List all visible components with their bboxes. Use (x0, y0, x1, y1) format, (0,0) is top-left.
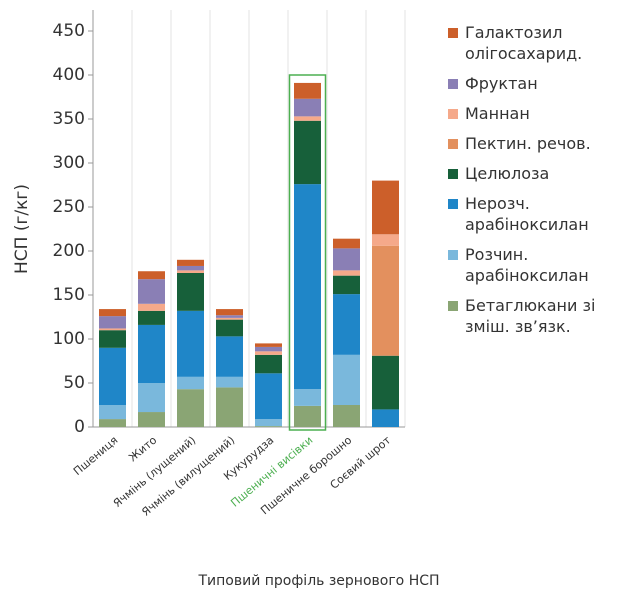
y-tick-label: 150 (53, 285, 85, 305)
bar-segment (177, 270, 204, 273)
bar-segment (255, 346, 282, 352)
x-axis-title: Типовий профіль зернового НСП (197, 573, 439, 589)
y-tick-label: 0 (74, 417, 85, 437)
bar-segment (294, 82, 321, 99)
bar-segment (216, 387, 243, 427)
bar-segment (216, 376, 243, 388)
legend-label: Маннан (465, 104, 530, 123)
bar-segment (333, 248, 360, 271)
bar-segment (294, 98, 321, 117)
bar-segment (138, 324, 165, 383)
bar-segment (177, 310, 204, 377)
bar-segment (333, 405, 360, 427)
bar-segment (177, 259, 204, 266)
bar-segment (294, 184, 321, 390)
bar-segment (138, 310, 165, 325)
y-tick-label: 300 (53, 153, 85, 173)
legend-item: Розчин. арабіноксилан (448, 244, 636, 286)
bar-segment (294, 405, 321, 427)
legend-item: Маннан (448, 103, 636, 124)
legend-label: Целюлоза (465, 164, 550, 183)
y-tick-label: 200 (53, 241, 85, 261)
legend-swatch (448, 28, 458, 38)
y-tick-label: 450 (53, 21, 85, 41)
y-tick-label: 400 (53, 65, 85, 85)
legend-swatch (448, 301, 458, 311)
legend-swatch (448, 79, 458, 89)
bar-segment (99, 419, 126, 427)
legend-item: Пектин. речов. (448, 133, 636, 154)
bar-segment (294, 389, 321, 406)
bar-segment (138, 271, 165, 280)
highlight-box (288, 74, 327, 431)
legend-swatch (448, 250, 458, 260)
x-tick-label: Пшениця (71, 434, 120, 478)
legend-label: Нерозч. арабіноксилан (465, 194, 589, 234)
y-axis-title: НСП (г/кг) (12, 184, 32, 274)
bar-segment (255, 419, 282, 427)
bar-segment (138, 303, 165, 311)
legend-item: Бетаглюкани зі зміш. зв’язк. (448, 295, 636, 337)
bar-segment (372, 409, 399, 427)
bar-segment (333, 294, 360, 355)
bar-segment (216, 317, 243, 320)
bar-segment (138, 279, 165, 304)
bar-segment (333, 238, 360, 249)
bar-segment (99, 316, 126, 329)
legend: Галактозил олігосахарид. Фруктан Маннан Пек… (448, 22, 636, 346)
bar-segment (372, 234, 399, 246)
bar-segment (177, 389, 204, 427)
bar-segment (255, 426, 282, 427)
bar-segment (138, 383, 165, 413)
y-tick-label: 100 (53, 329, 85, 349)
bar-segment (99, 328, 126, 331)
legend-label: Фруктан (465, 74, 538, 93)
legend-item: Галактозил олігосахарид. (448, 22, 636, 64)
bar-segment (138, 412, 165, 427)
bar-segment (216, 309, 243, 316)
legend-item: Нерозч. арабіноксилан (448, 193, 636, 235)
y-tick-label: 350 (53, 109, 85, 129)
bar-segment (372, 245, 399, 356)
bar-segment (294, 120, 321, 185)
bar-segment (372, 355, 399, 410)
bar-segment (255, 351, 282, 355)
legend-swatch (448, 139, 458, 149)
bar-segment (333, 275, 360, 295)
legend-label: Розчин. арабіноксилан (465, 245, 589, 285)
bar-segment (99, 405, 126, 420)
bar-segment (216, 319, 243, 337)
legend-swatch (448, 199, 458, 209)
bar-segment (333, 270, 360, 276)
legend-item: Целюлоза (448, 163, 636, 184)
bar-segment (177, 376, 204, 390)
bar-segment (177, 273, 204, 311)
bar-segment (99, 309, 126, 317)
bar-segment (216, 336, 243, 377)
bar-segment (255, 354, 282, 374)
bar-segment (294, 116, 321, 121)
legend-swatch (448, 169, 458, 179)
bar-segment (177, 265, 204, 271)
x-tick-label: Жито (126, 433, 159, 464)
bar-segment (216, 315, 243, 318)
bar-segment (333, 354, 360, 405)
bar-segment (372, 180, 399, 235)
y-tick-label: 250 (53, 197, 85, 217)
bar-segment (99, 330, 126, 348)
legend-label: Пектин. речов. (465, 134, 591, 153)
y-tick-label: 50 (63, 373, 85, 393)
bar-segment (255, 373, 282, 420)
legend-swatch (448, 109, 458, 119)
bar-segment (99, 347, 126, 405)
legend-label: Галактозил олігосахарид. (465, 23, 583, 63)
bar-segment (255, 343, 282, 347)
legend-item: Фруктан (448, 73, 636, 94)
legend-label: Бетаглюкани зі зміш. зв’язк. (465, 296, 596, 336)
